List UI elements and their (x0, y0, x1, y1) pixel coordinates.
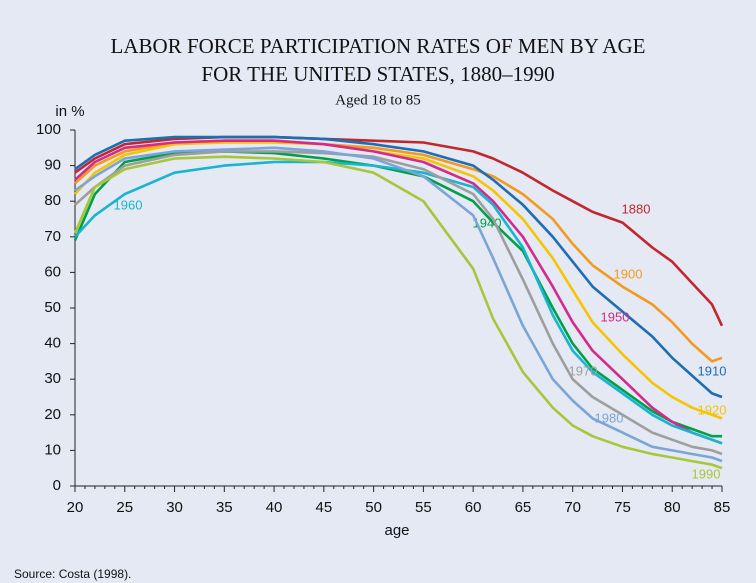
chart-title: FOR THE UNITED STATES, 1880–1990 (201, 62, 554, 86)
y-tick-label: 40 (44, 335, 61, 352)
series-label: 1980 (595, 410, 624, 425)
x-tick-label: 65 (515, 499, 532, 516)
series-line (73, 155, 723, 470)
series-label: 1880 (622, 201, 651, 216)
series-line (74, 139, 723, 445)
x-tick-label: 85 (714, 499, 731, 516)
x-tick-label: 45 (316, 499, 333, 516)
series-label: 1900 (614, 266, 643, 281)
y-tick-label: 60 (44, 263, 61, 280)
series-line (74, 135, 723, 399)
x-tick-label: 30 (166, 499, 183, 516)
series-label: 1910 (698, 363, 727, 378)
series-line (74, 135, 724, 327)
x-tick-label: 50 (365, 499, 382, 516)
series-label: 1960 (114, 197, 143, 212)
x-axis-label: age (384, 522, 409, 539)
y-tick-label: 20 (44, 406, 61, 423)
y-tick-label: 100 (36, 121, 61, 138)
series-label: 1920 (698, 402, 727, 417)
series-line (74, 160, 723, 445)
x-tick-label: 35 (216, 499, 233, 516)
y-tick-label: 30 (44, 370, 61, 387)
y-tick-label: 90 (44, 157, 61, 174)
x-tick-label: 80 (664, 499, 681, 516)
series-label: 1950 (601, 309, 630, 324)
y-tick-label: 50 (44, 299, 61, 316)
y-tick-label: 10 (44, 441, 61, 458)
chart-subtitle: Aged 18 to 85 (335, 92, 420, 108)
x-tick-label: 70 (564, 499, 581, 516)
series-line (74, 150, 723, 456)
series-label: 1990 (692, 466, 721, 481)
x-tick-label: 25 (116, 499, 133, 516)
x-tick-label: 40 (266, 499, 283, 516)
source: Source: Costa (1998). (14, 567, 131, 581)
x-tick-label: 20 (67, 499, 84, 516)
y-tick-label: 80 (44, 192, 61, 209)
chart-title: LABOR FORCE PARTICIPATION RATES OF MEN B… (111, 34, 646, 58)
series-line (73, 150, 722, 438)
x-tick-label: 60 (465, 499, 482, 516)
y-axis-label: in % (55, 103, 84, 120)
series-label: 1970 (569, 363, 598, 378)
series-line (74, 141, 723, 420)
y-tick-label: 0 (53, 477, 61, 494)
y-tick-label: 70 (44, 228, 61, 245)
x-tick-label: 55 (415, 499, 432, 516)
x-tick-label: 75 (614, 499, 631, 516)
series-line (74, 146, 723, 463)
